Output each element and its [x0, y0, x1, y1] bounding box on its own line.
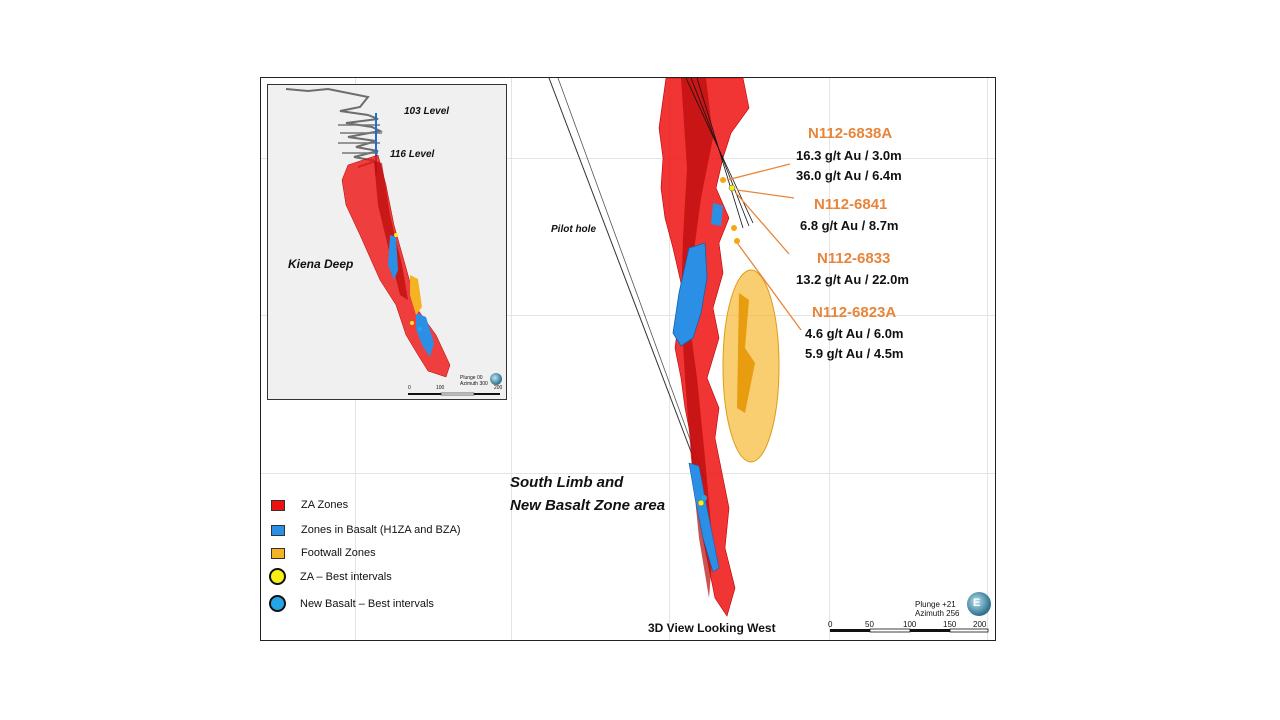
legend-label: ZA Zones — [301, 499, 349, 511]
scale-bar-segment — [830, 629, 870, 632]
legend-marker — [269, 595, 286, 612]
drill-hole-interval: 5.9 g/t Au / 4.5m — [805, 346, 904, 361]
level-label: 103 Level — [404, 106, 450, 117]
deposit-label: Kiena Deep — [288, 257, 354, 271]
interval-marker — [734, 238, 740, 244]
plunge-text: Plunge +21 — [915, 600, 956, 609]
inset-azimuth-text: Azimuth 300 — [460, 381, 488, 387]
scale-bar-segment — [910, 629, 950, 632]
figure-frame: N112-6838A 16.3 g/t Au / 3.0m 36.0 g/t A… — [260, 77, 996, 641]
za-zone-body — [658, 78, 750, 617]
inset-map: 103 Level 116 Level Kiena Deep Plunge 00… — [267, 84, 507, 400]
legend-item: ZA – Best intervals — [269, 568, 392, 585]
legend-swatch — [271, 499, 285, 511]
grid-line — [511, 78, 512, 640]
mine-workings — [338, 124, 382, 154]
scale-tick: 100 — [903, 620, 917, 629]
grid-line — [261, 315, 995, 316]
callout-leader — [735, 192, 790, 255]
geology-model — [548, 78, 989, 633]
drill-trace — [696, 78, 744, 229]
za-zone-core — [681, 78, 713, 598]
scale-tick: 50 — [865, 620, 874, 629]
drill-hole-name: N112-6823A — [812, 304, 897, 321]
azimuth-text: Azimuth 256 — [915, 609, 960, 618]
footwall-zone-core — [737, 293, 755, 413]
inset-basalt-zone — [388, 235, 398, 280]
drill-hole-interval: 4.6 g/t Au / 6.0m — [805, 326, 904, 341]
legend-label: New Basalt – Best intervals — [300, 597, 434, 610]
area-label: South Limb and — [510, 474, 624, 491]
level-label: 116 Level — [390, 149, 435, 160]
inset-scale-segment — [440, 392, 475, 396]
basalt-zone — [711, 203, 723, 226]
view-label: 3D View Looking West — [648, 621, 776, 635]
compass-letter: E — [973, 597, 981, 609]
legend-item: New Basalt – Best intervals — [269, 595, 434, 612]
grid-line — [829, 78, 830, 640]
legend-swatch — [271, 524, 285, 536]
scale-tick: 200 — [973, 620, 987, 629]
legend-swatch — [271, 547, 285, 559]
grid-line — [669, 78, 670, 640]
interval-marker — [731, 225, 737, 231]
grid-line — [261, 473, 995, 474]
drill-hole-interval: 36.0 g/t Au / 6.4m — [796, 168, 902, 183]
grid-line — [987, 78, 988, 640]
interval-marker — [701, 495, 707, 501]
interval-marker — [697, 499, 705, 507]
scale-bar-segment — [949, 628, 989, 633]
legend-item: Footwall Zones — [271, 547, 376, 559]
pilot-hole-label: Pilot hole — [551, 224, 596, 235]
drill-hole-name: N112-6833 — [817, 250, 891, 267]
grid-line — [261, 158, 995, 159]
pilot-hole-trace — [557, 78, 707, 484]
legend-item: ZA Zones — [271, 499, 348, 511]
inset-geology-model — [285, 87, 500, 396]
inset-interval-marker — [394, 233, 398, 237]
inset-scale-tick: 100 — [436, 385, 445, 391]
inset-interval-marker — [418, 327, 422, 331]
area-label: New Basalt Zone area — [510, 497, 666, 514]
basalt-zone — [672, 242, 708, 347]
compass-icon: E — [967, 592, 991, 616]
scale-tick: 0 — [828, 620, 833, 629]
inset-za-core — [374, 161, 408, 300]
inset-scale-segment — [474, 393, 500, 395]
inset-scale-tick: 200 — [494, 385, 503, 391]
drill-hole-name: N112-6838A — [808, 125, 893, 142]
inset-basalt-zone — [416, 313, 434, 357]
inset-scale-tick: 0 — [408, 385, 411, 391]
inset-interval-marker — [410, 321, 414, 325]
inset-footwall-zone — [410, 275, 422, 315]
callout-leader — [726, 163, 791, 181]
inset-scale-segment — [408, 393, 441, 395]
legend-label: Footwall Zones — [301, 547, 376, 559]
drill-hole-interval: 16.3 g/t Au / 3.0m — [796, 148, 902, 163]
basalt-zone — [688, 462, 720, 573]
legend-marker — [269, 568, 286, 585]
scale-tick: 150 — [943, 620, 957, 629]
mine-workings — [285, 87, 384, 168]
legend-label: ZA – Best intervals — [300, 570, 392, 583]
inset-plunge-text: Plunge 00 — [460, 375, 483, 381]
drill-hole-interval: 13.2 g/t Au / 22.0m — [796, 272, 909, 287]
drill-hole-name: N112-6841 — [814, 196, 888, 213]
callout-leader — [736, 189, 795, 199]
callout-leader — [737, 243, 802, 331]
legend-item: Zones in Basalt (H1ZA and BZA) — [271, 524, 461, 536]
drill-hole-interval: 6.8 g/t Au / 8.7m — [800, 218, 899, 233]
pilot-hole-trace — [548, 78, 702, 479]
interval-marker — [728, 184, 736, 192]
legend-label: Zones in Basalt (H1ZA and BZA) — [301, 524, 461, 536]
inset-compass-icon — [490, 373, 502, 385]
scale-bar-segment — [869, 628, 911, 633]
interval-marker — [720, 177, 726, 183]
